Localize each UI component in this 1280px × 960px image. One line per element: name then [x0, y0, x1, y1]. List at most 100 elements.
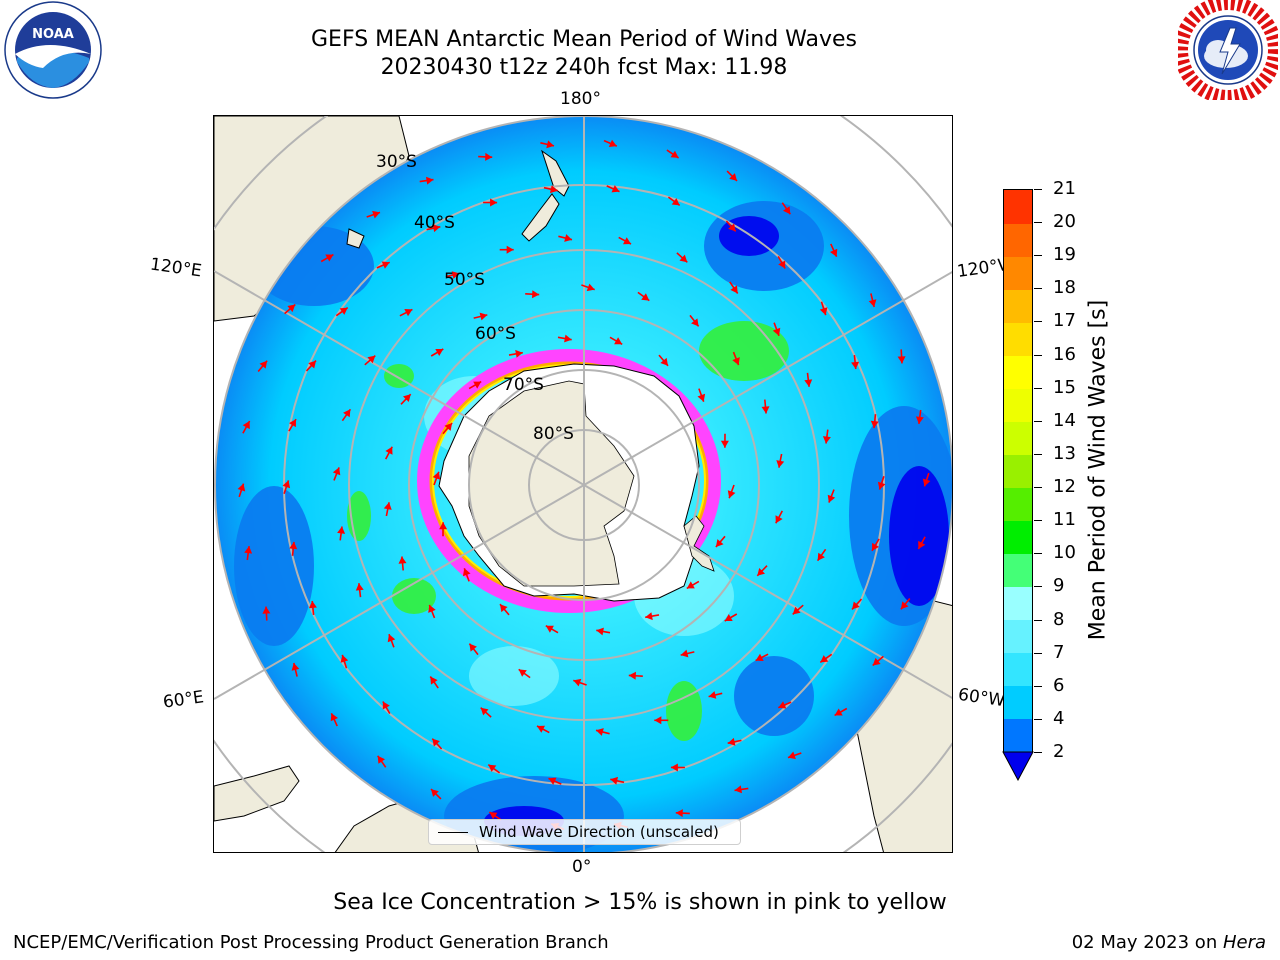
colorbar-segment — [1004, 190, 1032, 224]
wave-arrow-head — [729, 173, 737, 181]
colorbar-tick-mark — [1034, 321, 1042, 323]
wave-arrow-head — [485, 152, 493, 161]
wave-arrow-head — [670, 150, 679, 158]
colorbar-segment — [1004, 586, 1032, 620]
wave-arrow-head — [480, 707, 489, 716]
wave-arrow-head — [679, 254, 688, 263]
colorbar-tick-label: 14 — [1053, 409, 1076, 431]
wave-arrow-head — [426, 176, 434, 185]
noaa-logo: NOAA — [4, 1, 102, 99]
wave-arrow-head — [670, 763, 678, 772]
wave-arrow-head — [608, 139, 617, 147]
wave-arrow-head — [242, 421, 250, 430]
wave-arrow-head — [385, 446, 393, 455]
wave-arrow-head — [623, 237, 631, 245]
wave-arrow-head — [387, 634, 396, 643]
lat-label-60s: 60°S — [475, 324, 516, 344]
colorbar-tick-mark — [1034, 453, 1042, 455]
wave-arrow-head — [783, 206, 791, 215]
colorbar-segment — [1004, 322, 1032, 356]
colorbar-tick-mark — [1034, 652, 1042, 654]
colorbar-segment — [1004, 652, 1032, 686]
wave-arrow-head — [355, 583, 364, 591]
footer-credit: NCEP/EMC/Verification Post Processing Pr… — [13, 932, 609, 953]
colorbar-tick-mark — [1034, 189, 1042, 190]
colorbar-segment — [1004, 487, 1032, 521]
colorbar-tick-label: 21 — [1053, 178, 1076, 199]
legend-label: Wind Wave Direction (unscaled) — [479, 823, 719, 841]
wave-arrow-head — [872, 657, 881, 666]
wave-arrow-head — [262, 606, 271, 614]
wave-arrow-head — [444, 423, 453, 431]
wave-arrow-head — [830, 248, 838, 257]
wave-arrow-head — [778, 260, 786, 269]
map-title: GEFS MEAN Antarctic Mean Period of Wind … — [311, 27, 857, 52]
lon-label-0: 0° — [572, 857, 592, 877]
national-weather-service-logo — [1178, 0, 1278, 100]
wave-arrow-head — [428, 604, 436, 613]
wave-arrow-head — [834, 708, 843, 716]
colorbar-tick-mark — [1034, 553, 1042, 555]
wave-arrow-head — [343, 409, 351, 418]
colorbar-tick-mark — [1034, 685, 1042, 687]
colorbar-tick-mark — [1034, 718, 1042, 720]
wave-arrow-head — [772, 327, 781, 336]
wave-arrow-head — [382, 701, 390, 710]
colorbar-segment — [1004, 355, 1032, 389]
lon-label-180: 180° — [560, 89, 601, 109]
lon-label-120e: 120°E — [148, 254, 203, 282]
wave-arrow-head — [404, 309, 413, 317]
wave-arrow-head — [720, 440, 729, 448]
wave-arrow-head — [776, 460, 785, 468]
wave-arrow-head — [671, 198, 680, 206]
colorbar-tick-mark — [1034, 487, 1042, 489]
wave-arrow-head — [564, 234, 572, 242]
colorbar-tick-label: 4 — [1053, 707, 1065, 729]
wave-arrow-head — [792, 606, 801, 615]
colorbar-tick-label: 20 — [1053, 211, 1076, 233]
colorbar-segment — [1004, 388, 1032, 422]
colorbar-segment — [1004, 520, 1032, 554]
wave-arrow-head — [340, 654, 349, 663]
colorbar-tick-mark — [1034, 288, 1042, 290]
wave-arrow-head — [439, 522, 448, 530]
colorbar-tick-label: 15 — [1053, 376, 1076, 398]
wave-arrow-head — [915, 416, 924, 424]
wave-arrow-head — [435, 349, 444, 356]
wave-arrow-head — [479, 312, 488, 321]
colorbar-tick-label: 6 — [1053, 674, 1065, 696]
wave-arrow-head — [877, 481, 886, 490]
colorbar-tick-label: 2 — [1053, 741, 1065, 762]
colorbar-extend-triangle — [1002, 751, 1034, 781]
wave-arrow-head — [734, 785, 742, 794]
wave-arrow-head — [724, 614, 733, 621]
wave-arrow-head — [727, 737, 736, 746]
wave-arrow-head — [852, 601, 860, 610]
map-subtitle: 20230430 t12z 240h fcst Max: 11.98 — [380, 55, 788, 80]
colorbar-tick-mark — [1034, 222, 1042, 224]
colorbar-segment — [1004, 553, 1032, 587]
wave-arrow-head — [308, 360, 316, 369]
wave-arrow-head — [872, 542, 879, 551]
wave-arrow-head — [451, 271, 460, 279]
wave-arrow-head — [918, 540, 926, 549]
wave-arrow-head — [259, 360, 268, 369]
wave-arrow-head — [755, 653, 764, 661]
wave-arrow-head — [337, 526, 346, 534]
polar-map — [214, 116, 952, 852]
wave-arrow-head — [462, 568, 471, 577]
wave-arrow-head — [548, 777, 557, 785]
wave-arrow-head — [432, 471, 441, 480]
wave-arrow-head — [545, 625, 554, 633]
wave-arrow-head — [680, 649, 689, 658]
wave-arrow-head — [788, 751, 796, 760]
wave-arrow-head — [757, 568, 765, 576]
wave-arrow-head — [244, 546, 253, 554]
colorbar-tick-label: 7 — [1053, 641, 1065, 663]
wave-arrow-head — [291, 663, 300, 671]
colorbar-tick-label: 16 — [1053, 343, 1076, 365]
colorbar-title: Mean Period of Wind Waves [s] — [1085, 299, 1111, 641]
map-legend: Wind Wave Direction (unscaled) — [428, 819, 741, 845]
wave-arrow-head — [377, 755, 385, 764]
colorbar-tick-label: 10 — [1053, 542, 1076, 564]
